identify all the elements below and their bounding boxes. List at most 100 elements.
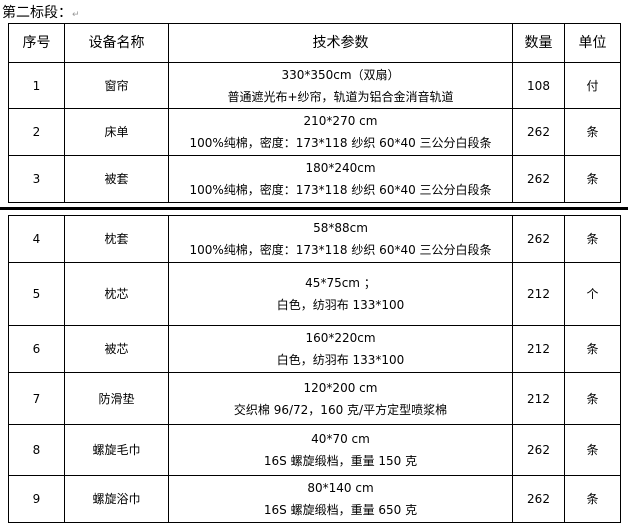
quantity: 212 (527, 287, 550, 301)
spec-size: 45*75cm ； (305, 276, 376, 290)
cell-qty: 262 (512, 155, 565, 203)
cell-name: 床单 (64, 108, 169, 156)
item-name: 螺旋浴巾 (92, 492, 141, 506)
table-row: 7 防滑垫 120*200 cm 交织棉 96/72，160 克/平方定型喷浆棉 212… (8, 372, 621, 425)
item-name: 床单 (104, 125, 129, 139)
quantity: 108 (527, 78, 550, 93)
cell-unit: 付 (564, 62, 621, 109)
header-spec: 技术参数 (168, 23, 513, 63)
unit: 条 (586, 443, 599, 457)
unit: 条 (586, 492, 599, 506)
cell-qty: 262 (512, 215, 565, 263)
row-number: 6 (32, 342, 41, 356)
cell-unit: 个 (564, 262, 621, 326)
spec-detail: 交织棉 96/72，160 克/平方定型喷浆棉 (233, 402, 448, 417)
spec-size: 330*350cm（双扇） (281, 67, 400, 82)
page-break-divider (0, 207, 628, 210)
row-number: 1 (32, 78, 41, 93)
cell-name: 螺旋毛巾 (64, 424, 169, 476)
equipment-table-part-2: 4 枕套 58*88cm 100%纯棉，密度：173*118 纱织 60*40 三公分… (8, 215, 621, 523)
spec-size: 58*88cm (313, 221, 368, 235)
cell-no: 6 (8, 325, 65, 373)
cell-unit: 条 (564, 108, 621, 156)
spec-detail: 100%纯棉，密度：173*118 纱织 60*40 三公分白段条 (189, 136, 492, 150)
spec-detail: 16S 螺旋缎档，重量 150 克 (263, 454, 418, 468)
quantity: 262 (527, 172, 550, 186)
cell-qty: 108 (512, 62, 565, 109)
item-name: 窗帘 (104, 78, 129, 93)
item-name: 防滑垫 (98, 391, 135, 406)
unit: 条 (586, 125, 599, 139)
unit: 条 (586, 232, 599, 246)
spec-detail: 普通遮光布+纱帘，轨道为铝合金消音轨道 (227, 89, 454, 104)
item-name: 被套 (104, 172, 129, 186)
header-qty: 数量 (512, 23, 565, 63)
table-row: 1 窗帘 330*350cm（双扇） 普通遮光布+纱帘，轨道为铝合金消音轨道 108 付 (8, 62, 621, 109)
cell-qty: 262 (512, 108, 565, 156)
header-name: 设备名称 (64, 23, 169, 63)
quantity: 262 (527, 443, 550, 457)
table-row: 9 螺旋浴巾 80*140 cm 16S 螺旋缎档，重量 650 克 262 条 (8, 475, 621, 523)
row-number: 4 (32, 232, 41, 246)
cell-name: 被芯 (64, 325, 169, 373)
quantity: 262 (527, 232, 550, 246)
cell-spec: 120*200 cm 交织棉 96/72，160 克/平方定型喷浆棉 (168, 372, 513, 425)
unit: 付 (586, 78, 599, 93)
item-name: 被芯 (104, 342, 129, 356)
section-heading: 第二标段：↵ (2, 2, 80, 22)
cell-name: 螺旋浴巾 (64, 475, 169, 523)
spec-detail: 100%纯棉，密度：173*118 纱织 60*40 三公分白段条 (189, 183, 492, 197)
cell-qty: 212 (512, 372, 565, 425)
cell-no: 9 (8, 475, 65, 523)
cell-qty: 212 (512, 262, 565, 326)
spec-size: 120*200 cm (303, 380, 378, 395)
cell-qty: 212 (512, 325, 565, 373)
cell-unit: 条 (564, 475, 621, 523)
spec-size: 160*220cm (305, 331, 376, 345)
quantity: 262 (527, 492, 550, 506)
header-unit: 单位 (564, 23, 621, 63)
spec-detail: 白色，纺羽布 133*100 (276, 353, 405, 367)
table-row: 5 枕芯 45*75cm ； 白色，纺羽布 133*100 212 个 (8, 262, 621, 326)
row-number: 3 (32, 172, 41, 186)
item-name: 枕芯 (104, 287, 129, 301)
cell-spec: 45*75cm ； 白色，纺羽布 133*100 (168, 262, 513, 326)
cell-no: 2 (8, 108, 65, 156)
cell-unit: 条 (564, 372, 621, 425)
spec-detail: 100%纯棉，密度：173*118 纱织 60*40 三公分白段条 (189, 243, 492, 257)
unit: 个 (586, 287, 599, 301)
section-heading-text: 第二标段： (2, 5, 72, 21)
row-number: 7 (32, 391, 41, 406)
equipment-table-part-1: 序号 设备名称 技术参数 数量 单位 1 窗帘 330*350cm（双扇） 普通遮光布… (8, 23, 621, 203)
table-row: 3 被套 180*240cm 100%纯棉，密度：173*118 纱织 60*40 三… (8, 155, 621, 203)
spec-size: 40*70 cm (311, 432, 370, 446)
unit: 条 (586, 391, 599, 406)
item-name: 螺旋毛巾 (92, 443, 141, 457)
spec-detail: 16S 螺旋缎档，重量 650 克 (263, 503, 418, 517)
table-header-row: 序号 设备名称 技术参数 数量 单位 (8, 23, 621, 63)
cell-name: 枕芯 (64, 262, 169, 326)
cell-unit: 条 (564, 424, 621, 476)
cell-no: 3 (8, 155, 65, 203)
cell-spec: 330*350cm（双扇） 普通遮光布+纱帘，轨道为铝合金消音轨道 (168, 62, 513, 109)
table-row: 4 枕套 58*88cm 100%纯棉，密度：173*118 纱织 60*40 三公分… (8, 215, 621, 263)
quantity: 212 (527, 391, 550, 406)
table-row: 6 被芯 160*220cm 白色，纺羽布 133*100 212 条 (8, 325, 621, 373)
cell-no: 4 (8, 215, 65, 263)
header-no: 序号 (8, 23, 65, 63)
table-row: 2 床单 210*270 cm 100%纯棉，密度：173*118 纱织 60*40 … (8, 108, 621, 156)
row-number: 8 (32, 443, 41, 457)
item-name: 枕套 (104, 232, 129, 246)
cell-spec: 160*220cm 白色，纺羽布 133*100 (168, 325, 513, 373)
cell-no: 8 (8, 424, 65, 476)
cell-spec: 180*240cm 100%纯棉，密度：173*118 纱织 60*40 三公分白… (168, 155, 513, 203)
cell-spec: 40*70 cm 16S 螺旋缎档，重量 150 克 (168, 424, 513, 476)
row-number: 9 (32, 492, 41, 506)
spec-size: 210*270 cm (303, 114, 378, 128)
cell-name: 窗帘 (64, 62, 169, 109)
unit: 条 (586, 172, 599, 186)
unit: 条 (586, 342, 599, 356)
cell-spec: 210*270 cm 100%纯棉，密度：173*118 纱织 60*40 三公分… (168, 108, 513, 156)
spec-detail: 白色，纺羽布 133*100 (276, 298, 405, 312)
cell-no: 5 (8, 262, 65, 326)
